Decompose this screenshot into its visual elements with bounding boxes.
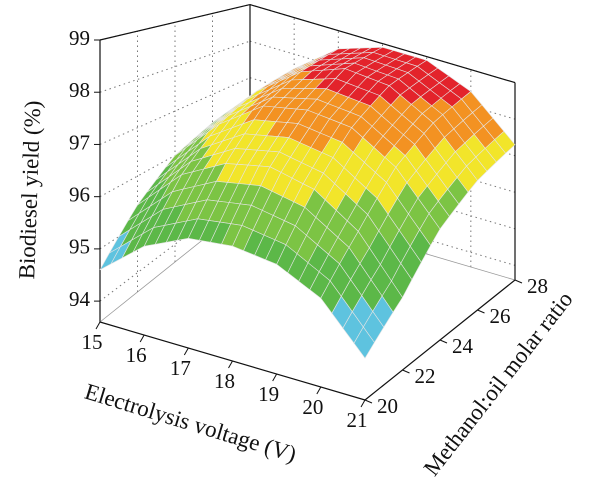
x-tick	[228, 360, 233, 369]
y-tick	[402, 369, 410, 374]
z-tick-label: 95	[69, 235, 90, 259]
box-edge	[99, 4, 251, 41]
x-tick-label: 15	[82, 330, 103, 354]
y-tick	[514, 279, 523, 284]
y-tick-label: 24	[452, 334, 474, 358]
z-tick-label: 97	[69, 130, 90, 154]
x-tick-label: 21	[347, 408, 368, 432]
y-tick	[439, 339, 448, 344]
x-tick	[272, 373, 278, 382]
z-tick-label: 99	[69, 26, 90, 50]
x-tick	[139, 334, 145, 343]
x-tick	[95, 321, 101, 330]
x-tick-label: 17	[170, 356, 191, 380]
z-tick-label: 98	[69, 78, 90, 102]
x-tick-label: 19	[258, 382, 279, 406]
x-tick	[360, 399, 366, 408]
box-edge	[249, 4, 516, 84]
y-tick-label: 26	[490, 304, 511, 328]
grid-line	[99, 186, 251, 302]
x-tick	[183, 347, 189, 356]
y-tick	[477, 309, 485, 314]
grid-line	[99, 40, 251, 93]
z-tick-label: 96	[69, 182, 90, 206]
y-tick-label: 20	[377, 394, 398, 418]
y-tick-label: 28	[527, 274, 548, 298]
x-tick	[316, 386, 322, 395]
y-tick-label: 22	[415, 364, 436, 388]
surface-patch	[353, 326, 375, 359]
x-tick-label: 20	[302, 395, 323, 419]
z-tick-label: 94	[69, 287, 91, 311]
y-tick	[364, 399, 373, 404]
z-axis-title: Biodiesel yield (%)	[14, 100, 45, 280]
surface	[99, 46, 516, 359]
x-tick-label: 18	[214, 369, 235, 393]
axes: 94 95 96 97 98 99 15 16 17 18 19 20 21 20 22 24 26 28	[69, 26, 548, 432]
x-tick-label: 16	[126, 343, 147, 367]
